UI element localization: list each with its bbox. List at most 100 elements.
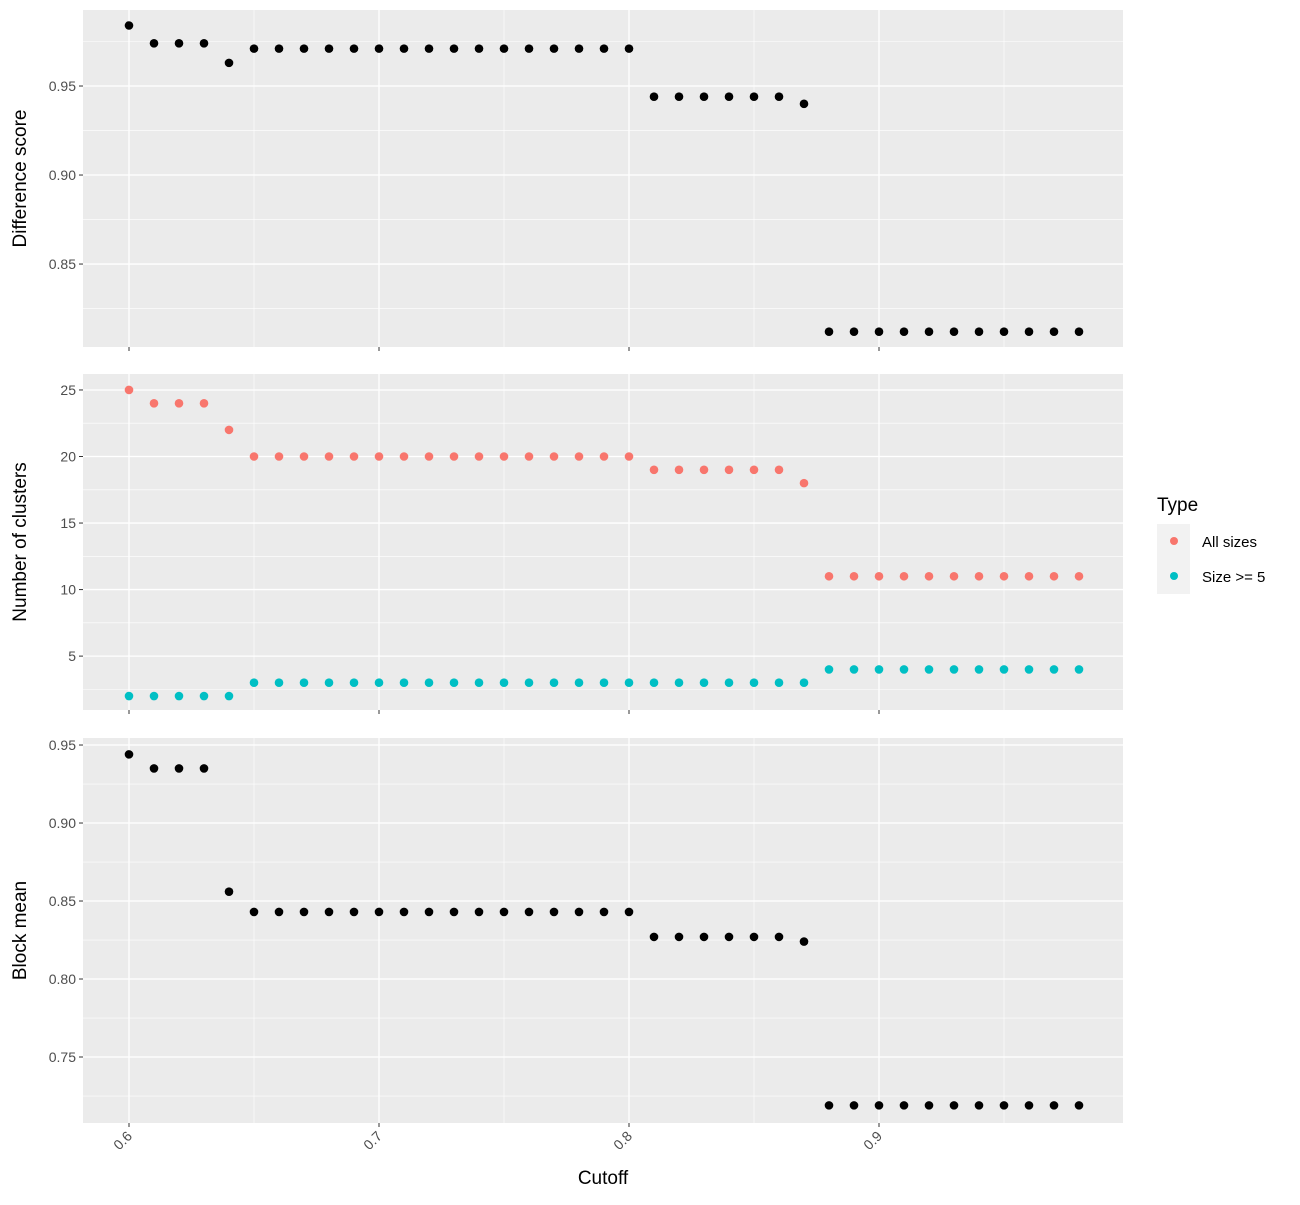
data-point (1024, 327, 1034, 336)
y-axis-label: Difference score (10, 110, 31, 248)
data-point (574, 44, 584, 53)
data-point (324, 907, 334, 917)
data-point (849, 665, 859, 674)
data-point (1074, 1101, 1084, 1110)
data-point (874, 665, 884, 674)
data-point (749, 678, 759, 688)
data-point (849, 571, 859, 581)
data-point (774, 932, 784, 942)
data-point (249, 678, 259, 688)
data-point (124, 385, 134, 395)
data-point (424, 44, 434, 53)
data-point (149, 764, 159, 773)
data-point (924, 571, 934, 581)
data-point (999, 1101, 1009, 1110)
data-point (499, 452, 509, 461)
legend-key-all-sizes (1170, 537, 1178, 545)
x-tick-label: 0.6 (110, 1128, 135, 1153)
y-tick-label: 0.95 (49, 78, 76, 94)
data-point (999, 327, 1009, 336)
data-point (449, 678, 459, 688)
data-point (874, 327, 884, 336)
data-point (774, 678, 784, 688)
data-point (724, 678, 734, 688)
data-point (499, 44, 509, 53)
data-point (549, 678, 559, 688)
data-point (774, 465, 784, 475)
data-point (199, 398, 209, 408)
data-point (249, 907, 259, 917)
data-point (199, 691, 209, 701)
data-point (124, 691, 134, 701)
data-point (274, 907, 284, 917)
data-point (524, 678, 534, 688)
data-point (949, 665, 959, 674)
legend-label-all-sizes: All sizes (1202, 534, 1257, 551)
y-tick-label: 0.85 (49, 893, 76, 909)
legend-label-size-ge-5: Size >= 5 (1202, 569, 1265, 586)
data-point (124, 21, 134, 30)
data-point (174, 764, 184, 773)
data-point (374, 44, 384, 53)
data-point (799, 937, 809, 946)
y-axis-label: Block mean (10, 881, 31, 980)
data-point (1049, 327, 1059, 336)
panel-1: 0.85 0.90 0.95 Difference score (10, 10, 1123, 351)
data-point (424, 678, 434, 688)
data-point (949, 571, 959, 581)
data-point (674, 465, 684, 475)
data-point (274, 44, 284, 53)
data-point (624, 452, 634, 461)
legend-key-size-ge-5 (1170, 572, 1178, 580)
x-tick-label: 0.9 (860, 1128, 885, 1153)
data-point (174, 398, 184, 408)
data-point (324, 452, 334, 461)
data-point (899, 571, 909, 581)
data-point (974, 1101, 984, 1110)
y-tick-label: 0.85 (49, 256, 76, 272)
y-tick-label: 0.90 (49, 815, 76, 831)
y-tick-label: 20 (60, 449, 76, 465)
data-point (899, 1101, 909, 1110)
data-point (674, 92, 684, 101)
data-point (224, 425, 234, 435)
data-point (499, 907, 509, 917)
data-point (949, 1101, 959, 1110)
data-point (299, 907, 309, 917)
data-point (724, 465, 734, 475)
y-tick-label: 25 (60, 382, 76, 398)
data-point (399, 907, 409, 917)
data-point (574, 452, 584, 461)
data-point (924, 327, 934, 336)
data-point (274, 678, 284, 688)
data-point (549, 907, 559, 917)
panel-2: 5 10 15 20 25 Number of clusters (10, 374, 1123, 714)
data-point (224, 58, 234, 68)
y-axis-label: Number of clusters (10, 462, 31, 621)
y-tick-label: 10 (60, 582, 76, 598)
data-point (599, 678, 609, 688)
data-point (899, 665, 909, 674)
data-point (349, 452, 359, 461)
data-point (824, 1101, 834, 1110)
y-tick-label: 0.80 (49, 971, 76, 987)
panel-background (83, 10, 1123, 347)
data-point (774, 92, 784, 101)
data-point (1074, 571, 1084, 581)
y-tick-label: 0.95 (49, 737, 76, 753)
data-point (549, 44, 559, 53)
data-point (449, 452, 459, 461)
y-tick-label: 0.75 (49, 1049, 76, 1065)
data-point (249, 452, 259, 461)
data-point (749, 932, 759, 942)
data-point (949, 327, 959, 336)
data-point (824, 571, 834, 581)
data-point (474, 907, 484, 917)
data-point (699, 932, 709, 942)
data-point (224, 691, 234, 701)
data-point (924, 1101, 934, 1110)
data-point (874, 1101, 884, 1110)
data-point (299, 452, 309, 461)
